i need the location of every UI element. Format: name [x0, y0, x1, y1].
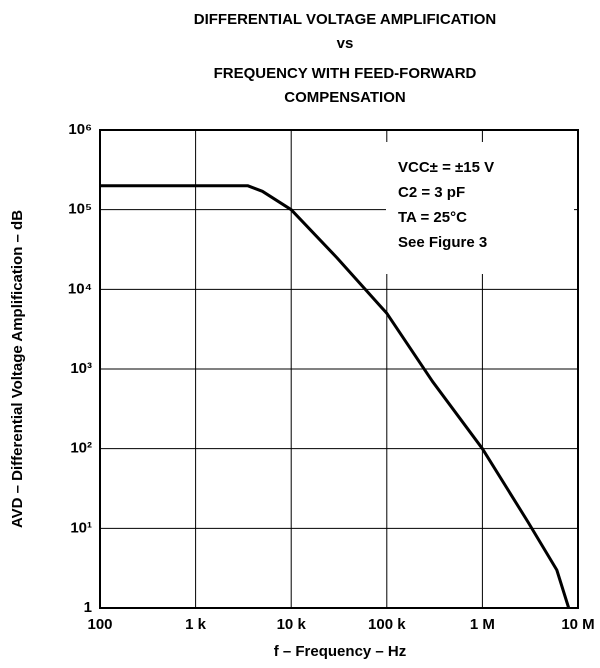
chart-title: FREQUENCY WITH FEED-FORWARD [214, 65, 477, 82]
chart-title: vs [337, 35, 354, 52]
y-tick-label: 10³ [70, 360, 92, 377]
annotation: VCC± = ±15 V [398, 159, 494, 176]
y-axis-label: AVD – Differential Voltage Amplification… [9, 210, 26, 528]
line [100, 184, 571, 609]
y-tick-label: 1 [84, 599, 92, 616]
y-tick-label: 10⁴ [68, 280, 92, 297]
chart-title: COMPENSATION [284, 89, 405, 106]
x-tick-label: 10 M [561, 616, 594, 633]
y-tick-label: 10² [70, 440, 92, 457]
y-tick-label: 10¹ [70, 519, 92, 536]
x-tick-label: 1 k [185, 616, 207, 633]
x-tick-label: 10 k [277, 616, 307, 633]
x-tick-label: 100 k [368, 616, 406, 633]
x-axis-label: f – Frequency – Hz [274, 643, 407, 660]
annotation: TA = 25°C [398, 209, 467, 226]
x-tick-label: 100 [87, 616, 112, 633]
annotation-box [386, 142, 574, 274]
x-tick-label: 1 M [470, 616, 495, 633]
y-tick-label: 10⁶ [68, 121, 92, 138]
annotation: C2 = 3 pF [398, 184, 465, 201]
plot-frame [99, 129, 579, 609]
chart-title: DIFFERENTIAL VOLTAGE AMPLIFICATION [194, 11, 496, 28]
y-tick-label: 10⁵ [68, 201, 92, 218]
annotation: See Figure 3 [398, 234, 487, 251]
